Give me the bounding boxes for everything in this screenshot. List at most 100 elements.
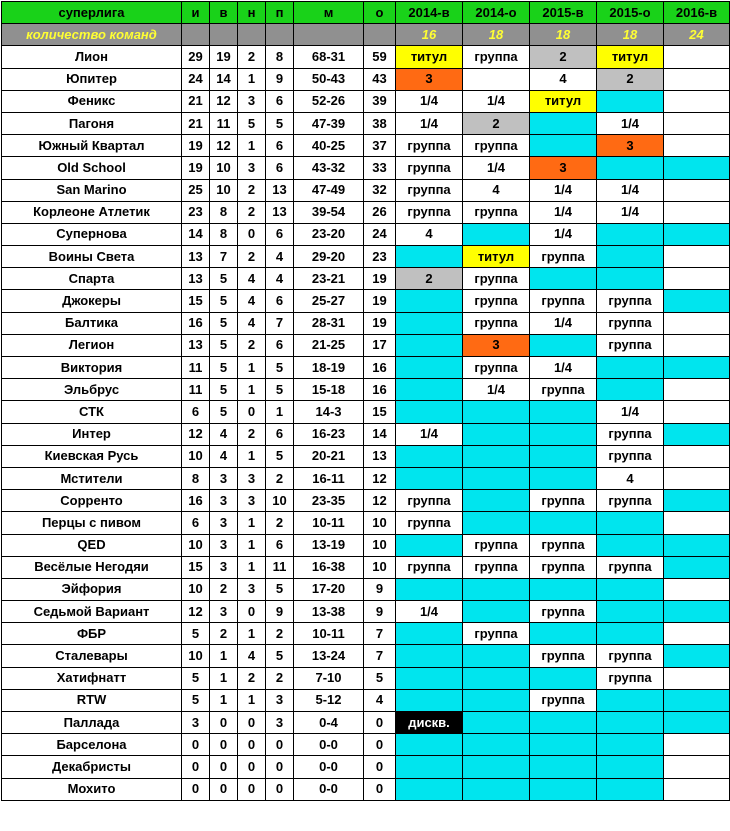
stat-cell: 2 <box>237 45 266 69</box>
season-cell: группа <box>529 378 597 402</box>
stat-cell: 19 <box>181 134 210 158</box>
team-name: Эйфория <box>1 577 182 602</box>
table-body: суперлига и в н п м о 2014-в 2014-о 2015-в 2015-о 2… <box>1 0 730 801</box>
season-cell: группа <box>462 533 530 557</box>
stat-cell: 5 <box>265 644 294 668</box>
stat-cell: 21 <box>181 89 210 113</box>
stat-cell: 0 <box>265 733 294 757</box>
stat-cell: 37 <box>363 134 396 158</box>
stat-cell: 2 <box>265 466 294 491</box>
header-cell: и <box>181 0 210 25</box>
team-row: Сталевары 10 1 4 5 13-24 7 группа группа <box>1 644 730 668</box>
stat-cell: 0 <box>265 777 294 801</box>
season-cell <box>663 600 730 624</box>
season-cell <box>395 688 463 713</box>
season-cell: группа <box>529 533 597 557</box>
team-name: Old School <box>1 156 182 180</box>
team-name: Сорренто <box>1 489 182 513</box>
team-row: Интер 12 4 2 6 16-23 14 1/4 группа <box>1 422 730 446</box>
stat-cell: 11 <box>181 378 210 402</box>
stat-cell: 7 <box>363 622 396 646</box>
team-name: Декабристы <box>1 755 182 779</box>
season-cell: группа <box>529 600 597 624</box>
season-cell: титул <box>596 45 664 69</box>
stat-cell: 3 <box>237 489 266 513</box>
stat-cell: 4 <box>209 444 238 468</box>
team-row: ФБР 5 2 1 2 10-11 7 группа <box>1 622 730 646</box>
team-name: Легион <box>1 333 182 358</box>
header-cell: 2015-в <box>529 0 597 25</box>
header-cell: в <box>209 0 238 25</box>
season-cell: группа <box>395 156 463 180</box>
stat-cell: 3 <box>209 489 238 513</box>
blank-cell <box>265 23 294 47</box>
season-cell: 4 <box>462 178 530 202</box>
team-row: Декабристы 0 0 0 0 0-0 0 <box>1 755 730 779</box>
stat-cell: 6 <box>265 422 294 446</box>
team-row: Воины Света 13 7 2 4 29-20 23 титул группа <box>1 245 730 269</box>
count-value: 18 <box>462 23 530 47</box>
season-cell: группа <box>596 311 664 335</box>
blank-cell <box>237 23 266 47</box>
season-cell <box>529 666 597 690</box>
stat-cell: 25-27 <box>293 289 364 313</box>
stat-cell: 2 <box>265 622 294 646</box>
season-cell <box>462 222 530 247</box>
team-row: QED 10 3 1 6 13-19 10 группа группа <box>1 533 730 557</box>
season-cell <box>596 355 664 380</box>
stat-cell: 5 <box>181 666 210 690</box>
season-cell <box>395 577 463 602</box>
season-cell <box>395 755 463 779</box>
stat-cell: 16 <box>363 355 396 380</box>
stat-cell: 5 <box>265 444 294 468</box>
season-cell <box>529 134 597 158</box>
season-cell: 4 <box>395 222 463 247</box>
season-cell <box>663 289 730 313</box>
season-cell: 1/4 <box>462 378 530 402</box>
season-cell <box>596 733 664 757</box>
season-cell <box>663 644 730 668</box>
count-value: 24 <box>663 23 730 47</box>
stat-cell: 16 <box>181 311 210 335</box>
season-cell <box>663 333 730 358</box>
season-cell <box>663 688 730 713</box>
stat-cell: 0 <box>237 222 266 247</box>
season-cell <box>663 755 730 779</box>
stat-cell: 24 <box>363 222 396 247</box>
stat-cell: 5 <box>209 333 238 358</box>
season-cell <box>596 533 664 557</box>
stat-cell: 10 <box>181 644 210 668</box>
season-cell: группа <box>462 311 530 335</box>
season-cell <box>596 577 664 602</box>
season-cell <box>663 555 730 579</box>
stat-cell: 47-49 <box>293 178 364 202</box>
season-cell <box>462 777 530 801</box>
team-name: СТК <box>1 400 182 424</box>
stat-cell: 9 <box>363 577 396 602</box>
stat-cell: 12 <box>209 134 238 158</box>
stat-cell: 12 <box>181 422 210 446</box>
header-cell: 2014-в <box>395 0 463 25</box>
stat-cell: 14 <box>209 67 238 91</box>
stat-cell: 20-21 <box>293 444 364 468</box>
stat-cell: 4 <box>265 267 294 291</box>
stat-cell: 2 <box>265 666 294 690</box>
stat-cell: 25 <box>181 178 210 202</box>
season-cell <box>529 622 597 646</box>
season-cell: 2 <box>596 67 664 91</box>
season-cell <box>596 156 664 180</box>
stat-cell: 2 <box>237 666 266 690</box>
stat-cell: 0-4 <box>293 710 364 735</box>
stat-cell: 11 <box>265 555 294 579</box>
season-cell: группа <box>529 245 597 269</box>
stat-cell: 13 <box>265 178 294 202</box>
season-cell <box>395 311 463 335</box>
stat-cell: 1 <box>237 511 266 535</box>
season-cell: группа <box>596 555 664 579</box>
season-cell <box>596 245 664 269</box>
stat-cell: 16 <box>363 378 396 402</box>
stat-cell: 0 <box>237 733 266 757</box>
season-cell: 3 <box>596 134 664 158</box>
season-cell <box>663 710 730 735</box>
stat-cell: 3 <box>265 710 294 735</box>
